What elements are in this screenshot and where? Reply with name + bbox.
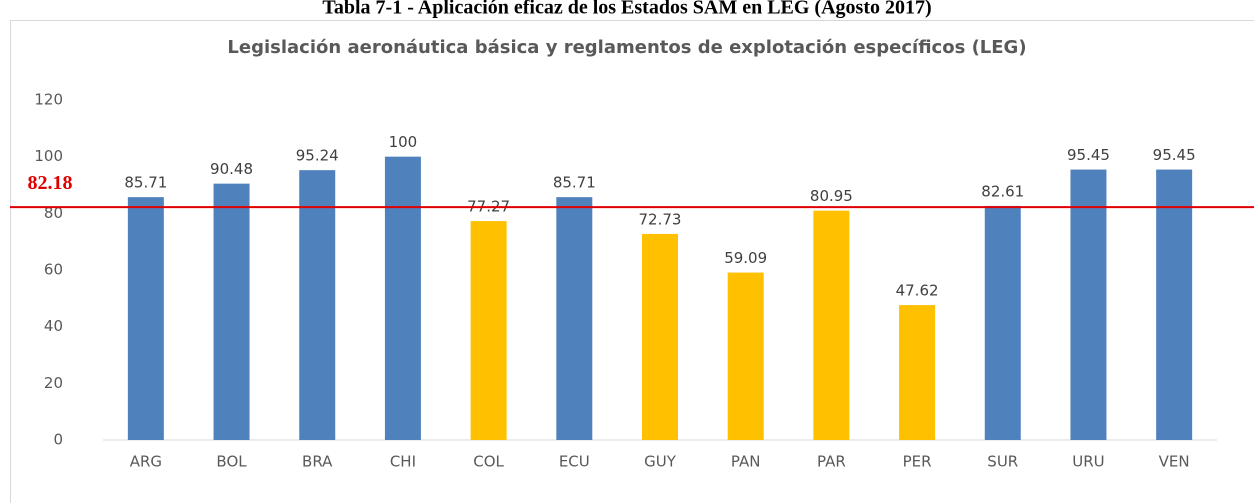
value-label: 95.45 [1067, 146, 1110, 164]
bar [1156, 169, 1193, 440]
bar [813, 210, 850, 440]
value-label: 85.71 [124, 174, 167, 192]
reference-label: 82.18 [28, 172, 73, 194]
x-tick-label: BRA [302, 453, 333, 471]
x-tick-label: COL [473, 453, 504, 471]
x-tick-label: CHI [390, 453, 416, 471]
value-label: 47.62 [896, 282, 939, 300]
value-label: 80.95 [810, 187, 853, 205]
y-tick-label: 120 [34, 91, 63, 109]
x-tick-label: BOL [216, 453, 247, 471]
value-label: 59.09 [724, 249, 767, 267]
value-label: 95.45 [1153, 146, 1196, 164]
value-label: 90.48 [210, 160, 253, 178]
bar [1070, 169, 1107, 440]
bar [642, 233, 678, 440]
chart-title: Legislación aeronáutica básica y reglame… [227, 37, 1026, 58]
value-label: 100 [389, 133, 418, 151]
value-label: 95.24 [296, 147, 339, 165]
page-heading: Tabla 7-1 - Aplicación eficaz de los Est… [322, 0, 931, 19]
bar [384, 156, 421, 440]
y-tick-label: 60 [44, 261, 63, 279]
y-tick-label: 40 [44, 317, 63, 335]
x-tick-label: ARG [130, 453, 162, 471]
bar [556, 197, 593, 440]
x-tick-label: ECU [559, 453, 590, 471]
x-tick-label: PAR [817, 453, 846, 471]
x-tick-label: GUY [644, 453, 677, 471]
value-label: 85.71 [553, 174, 596, 192]
bar [984, 205, 1021, 440]
y-tick-label: 100 [34, 147, 63, 165]
x-tick-label: PER [903, 453, 932, 471]
x-tick-label: URU [1072, 453, 1104, 471]
x-tick-label: VEN [1159, 453, 1190, 471]
y-tick-label: 80 [44, 204, 63, 222]
value-label: 72.73 [639, 210, 682, 228]
bar [127, 197, 164, 440]
value-label: 82.61 [981, 182, 1024, 200]
x-tick-label: SUR [987, 453, 1018, 471]
chart-frame [10, 20, 1254, 503]
x-tick-label: PAN [731, 453, 761, 471]
bar [727, 272, 764, 440]
y-tick-label: 20 [44, 374, 63, 392]
y-tick-label: 0 [53, 431, 63, 449]
bar [470, 221, 507, 440]
bar [899, 305, 936, 440]
bar [299, 170, 336, 441]
bar [213, 183, 250, 440]
